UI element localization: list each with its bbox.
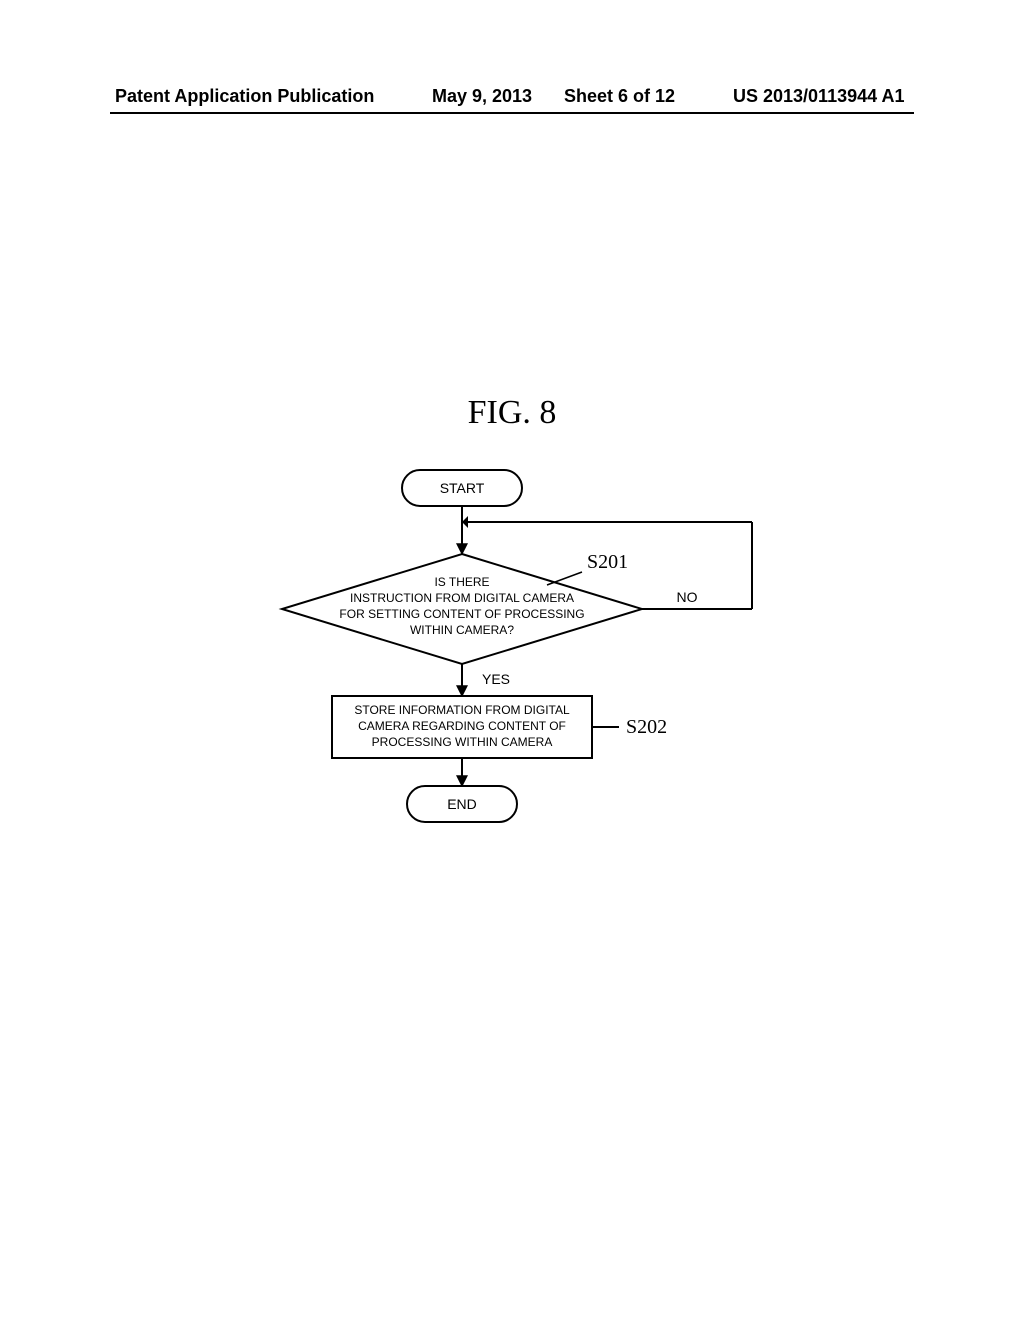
publication-label: Patent Application Publication	[115, 86, 374, 107]
start-label: START	[440, 480, 485, 496]
flowchart: START IS THERE INSTRUCTION FROM DIGITAL …	[112, 460, 912, 860]
decision-step-label: S201	[587, 551, 628, 573]
process-line-3: PROCESSING WITHIN CAMERA	[372, 735, 553, 749]
decision-line-1: IS THERE	[434, 575, 489, 589]
end-label: END	[447, 796, 477, 812]
decision-line-3: FOR SETTING CONTENT OF PROCESSING	[339, 607, 584, 621]
decision-line-2: INSTRUCTION FROM DIGITAL CAMERA	[350, 591, 574, 605]
yes-label: YES	[482, 671, 510, 687]
header-rule	[110, 112, 914, 114]
figure-title: FIG. 8	[0, 394, 1024, 432]
step-leader	[547, 572, 582, 585]
process-line-2: CAMERA REGARDING CONTENT OF	[358, 719, 566, 733]
process-line-1: STORE INFORMATION FROM DIGITAL	[354, 703, 570, 717]
publication-number: US 2013/0113944 A1	[733, 86, 904, 107]
sheet-info: Sheet 6 of 12	[564, 86, 675, 107]
no-label: NO	[677, 589, 698, 605]
publication-date: May 9, 2013	[432, 86, 532, 107]
decision-line-4: WITHIN CAMERA?	[410, 623, 514, 637]
process-step-label: S202	[626, 716, 667, 738]
